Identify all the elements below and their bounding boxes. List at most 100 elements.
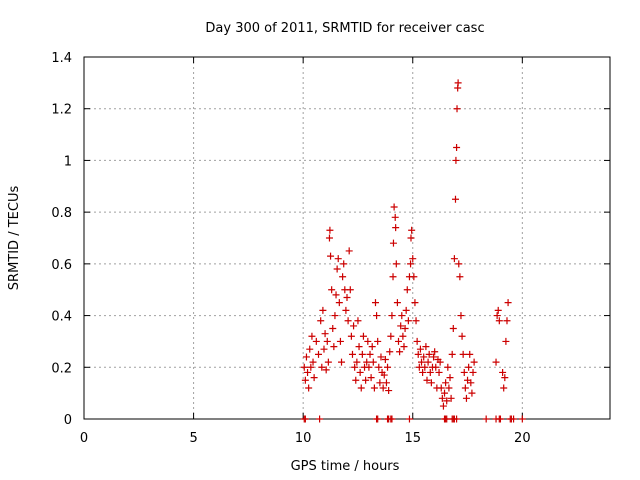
data-point (320, 345, 328, 353)
data-point (492, 358, 500, 366)
data-point (404, 317, 412, 325)
data-point (502, 337, 510, 345)
data-point (465, 363, 473, 371)
data-point (482, 415, 490, 423)
data-point (332, 291, 340, 299)
data-point (377, 353, 385, 361)
y-tick-label: 0.6 (51, 258, 72, 273)
data-point (318, 363, 326, 371)
data-point (450, 255, 458, 263)
data-point (402, 306, 410, 314)
data-point (449, 325, 457, 332)
data-point (442, 379, 450, 387)
data-point (363, 358, 371, 366)
data-point (312, 337, 320, 345)
data-point (441, 389, 449, 397)
data-point (397, 322, 405, 330)
data-point (462, 394, 470, 402)
data-point (389, 273, 397, 281)
data-point (387, 332, 395, 340)
data-point (459, 350, 467, 358)
data-point (357, 384, 365, 392)
data-point (401, 325, 409, 332)
data-point (456, 273, 464, 281)
data-point (424, 358, 432, 366)
data-point (302, 353, 310, 361)
data-point (414, 350, 422, 358)
data-point (389, 239, 397, 247)
x-axis-label: GPS time / hours (291, 459, 400, 474)
data-point (374, 337, 382, 345)
data-point (354, 317, 362, 325)
data-point (345, 247, 353, 255)
data-point (327, 252, 335, 260)
data-point (315, 350, 323, 358)
x-tick-label: 10 (295, 431, 312, 446)
data-point (410, 273, 418, 281)
data-point (379, 384, 387, 392)
data-point (326, 226, 334, 234)
data-point (501, 374, 509, 382)
data-point (427, 379, 435, 387)
data-point (393, 299, 401, 307)
data-point (403, 286, 411, 294)
data-point (347, 332, 355, 340)
data-point (300, 363, 308, 371)
data-point (365, 363, 373, 371)
data-point (388, 415, 396, 423)
y-axis-label: SRMTID / TECUs (7, 186, 22, 291)
data-point (510, 415, 518, 423)
data-point (448, 350, 456, 358)
data-point (366, 350, 374, 358)
data-point (350, 322, 358, 330)
data-point (461, 384, 469, 392)
data-point (438, 394, 446, 402)
data-point (413, 337, 421, 345)
data-point (494, 306, 502, 314)
data-point (392, 260, 400, 268)
data-point (455, 260, 463, 268)
y-tick-label: 1.2 (51, 103, 72, 118)
data-point (306, 345, 314, 353)
data-point (338, 358, 346, 366)
data-point (370, 384, 378, 392)
data-point (443, 397, 451, 405)
data-point (392, 224, 400, 232)
data-point (435, 368, 443, 376)
data-point (339, 273, 347, 281)
data-point (386, 348, 394, 356)
data-point (340, 260, 348, 268)
data-point (453, 105, 461, 113)
data-point (391, 213, 399, 221)
data-point (503, 317, 511, 325)
data-point (374, 415, 382, 423)
data-point (493, 312, 501, 320)
data-point (316, 415, 324, 423)
data-point (324, 358, 332, 366)
data-point (439, 402, 447, 410)
data-point (457, 312, 465, 320)
data-point (333, 265, 341, 273)
data-point (453, 144, 461, 151)
data-point (518, 415, 526, 423)
data-point (437, 384, 445, 392)
data-point (305, 384, 313, 392)
data-point (430, 353, 438, 361)
data-point (335, 299, 343, 307)
data-point (446, 374, 454, 382)
data-point (346, 286, 354, 294)
data-point (431, 348, 439, 356)
x-tick-label: 20 (514, 431, 531, 446)
data-point (308, 332, 316, 340)
data-point (412, 317, 420, 325)
data-point (385, 387, 393, 395)
data-point (321, 330, 329, 338)
data-point (384, 363, 392, 371)
x-tick-label: 15 (404, 431, 421, 446)
data-point (458, 332, 466, 340)
data-point (329, 325, 337, 332)
data-point (364, 337, 372, 345)
data-point (351, 363, 359, 371)
data-point (362, 376, 370, 384)
data-point (382, 379, 390, 387)
